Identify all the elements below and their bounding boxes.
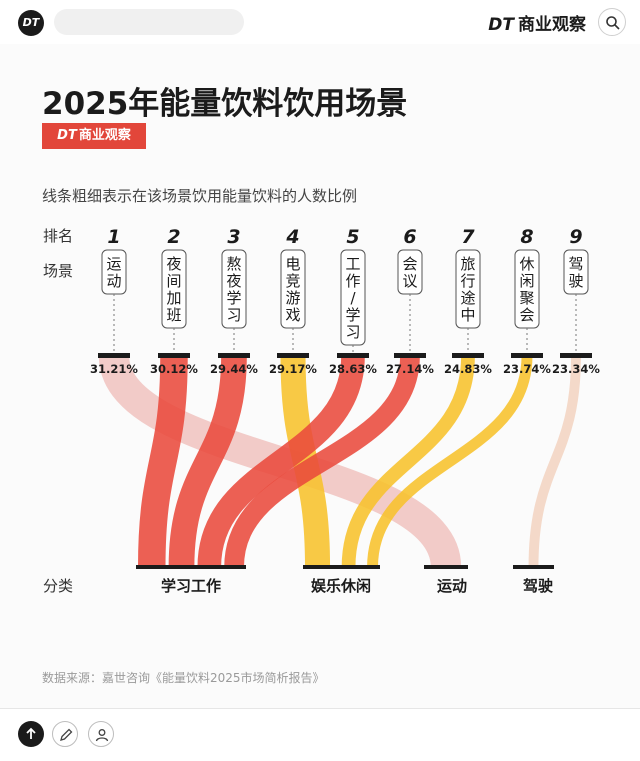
flow-5 — [197, 355, 365, 568]
scene-label-7: 旅行途中 — [460, 255, 475, 324]
node-bar-8 — [511, 353, 543, 358]
search-input[interactable] — [54, 9, 244, 35]
search-button[interactable] — [598, 8, 626, 36]
scene-label-2: 夜间加班 — [166, 255, 181, 324]
brand-badge: DT 商业观察 — [42, 123, 146, 149]
scene-label-5: 工作/学习 — [345, 255, 360, 341]
value-label-5: 28.63% — [329, 362, 377, 376]
chart-title: 2025年能量饮料饮用场景 — [42, 86, 408, 122]
value-label-7: 24.83% — [444, 362, 492, 376]
search-icon — [606, 16, 620, 30]
node-bar-7 — [452, 353, 484, 358]
rank-9: 9 — [569, 226, 582, 248]
profile-button[interactable] — [88, 721, 114, 747]
value-label-1: 31.21% — [90, 362, 138, 376]
node-bar-3 — [218, 353, 250, 358]
top-bar: DT DT 商业观察 — [0, 0, 640, 45]
value-label-9: 23.34% — [552, 362, 600, 376]
scene-label-6: 会议 — [402, 255, 417, 290]
scene-label-3: 熬夜学习 — [226, 255, 241, 324]
flow-7 — [341, 355, 475, 568]
node-bar-9 — [560, 353, 592, 358]
scene-label-1: 运动 — [106, 255, 121, 290]
rank-5: 5 — [346, 226, 359, 248]
rank-1: 1 — [107, 226, 120, 248]
edit-button[interactable] — [52, 721, 78, 747]
rank-7: 7 — [461, 226, 475, 248]
bottom-toolbar — [0, 708, 640, 761]
category-bar-2 — [303, 565, 380, 569]
category-row-label: 分类 — [43, 577, 73, 595]
rank-row-label: 排名 — [43, 227, 73, 245]
source-note: 数据来源：嘉世咨询《能量饮料2025市场简析报告》 — [42, 671, 325, 685]
value-label-2: 30.12% — [150, 362, 198, 376]
category-bar-4 — [513, 565, 554, 569]
scene-label-9: 驾驶 — [568, 255, 583, 290]
category-label-2: 娱乐休闲 — [311, 577, 371, 595]
value-label-8: 23.74% — [503, 362, 551, 376]
badge-name: 商业观察 — [78, 128, 131, 143]
category-label-4: 驾驶 — [523, 577, 553, 595]
node-bar-1 — [98, 353, 130, 358]
value-label-6: 27.14% — [386, 362, 434, 376]
rank-6: 6 — [403, 226, 416, 248]
category-label-3: 运动 — [437, 577, 467, 595]
scene-label-8: 休闲聚会 — [519, 255, 534, 324]
value-label-4: 29.17% — [269, 362, 317, 376]
category-label-1: 学习工作 — [161, 577, 221, 595]
scene-row-label: 场景 — [43, 262, 73, 280]
brand-logo: DT 商业观察 — [488, 10, 586, 35]
category-bar-3 — [424, 565, 468, 569]
brand-dt: DT — [488, 15, 514, 35]
node-bar-2 — [158, 353, 190, 358]
app-logo[interactable]: DT — [18, 10, 44, 36]
node-bar-4 — [277, 353, 309, 358]
badge-dt: DT — [57, 128, 77, 143]
value-label-3: 29.44% — [210, 362, 258, 376]
scene-label-4: 电竞游戏 — [285, 255, 300, 324]
node-bar-5 — [337, 353, 369, 358]
rank-2: 2 — [167, 226, 180, 248]
flow-3 — [168, 355, 247, 568]
category-bar-1 — [136, 565, 246, 569]
arrow-up-icon — [26, 727, 36, 739]
back-to-top-button[interactable] — [18, 721, 44, 747]
flow-2 — [138, 355, 188, 568]
brand-name: 商业观察 — [518, 15, 586, 35]
node-bar-6 — [394, 353, 426, 358]
chart-subtitle: 线条粗细表示在该场景饮用能量饮料的人数比例 — [42, 187, 358, 205]
flow-8 — [367, 355, 533, 568]
flow-6 — [224, 355, 420, 568]
rank-3: 3 — [227, 226, 240, 248]
user-icon — [95, 729, 109, 742]
flow-9 — [528, 355, 581, 568]
rank-8: 8 — [520, 226, 533, 248]
rank-4: 4 — [285, 226, 299, 248]
pencil-icon — [60, 728, 73, 741]
